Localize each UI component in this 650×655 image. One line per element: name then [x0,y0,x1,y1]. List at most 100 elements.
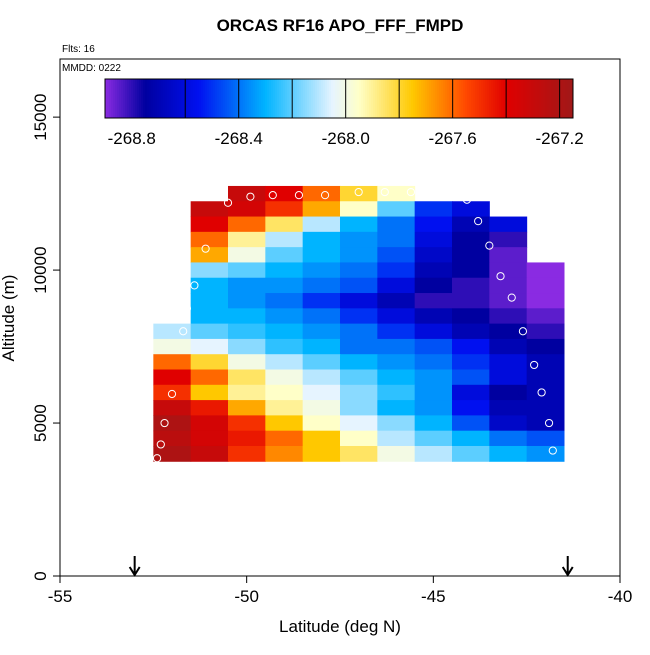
heat-cell [452,415,490,432]
heat-cell [489,338,528,355]
heat-cell [228,247,266,263]
y-tick-label: 10000 [31,246,50,293]
heat-cell [340,201,378,218]
colorbar-swatch [327,79,330,118]
colorbar-swatch [185,79,188,118]
sample-point [485,241,494,250]
heat-cell [489,415,528,432]
heat-cell [265,415,304,432]
sample-point [548,446,557,455]
colorbar-swatch [237,79,240,118]
x-tick-label: -55 [48,587,73,606]
colorbar-swatch [513,79,516,118]
colorbar-swatch [253,79,256,118]
heat-cell [340,338,378,355]
colorbar-swatch [531,79,534,118]
heat-cell [452,216,490,233]
colorbar-swatch [471,79,474,118]
heat-cell [414,415,453,432]
heat-cell [452,231,490,248]
heat-cell [153,323,192,340]
colorbar-swatch [257,79,260,118]
colorbar-swatch [515,79,518,118]
sample-point [354,187,363,197]
colorbar-swatch [547,79,550,118]
colorbar-swatch [351,79,354,118]
colorbar-swatch [501,79,504,118]
heat-cell [377,354,416,371]
heat-cell [228,231,266,248]
colorbar-swatch [193,79,196,118]
heat-cell [190,384,229,401]
heat-cell [489,430,528,447]
heat-cell [228,216,266,233]
colorbar-tick-label: -268.4 [215,129,263,148]
heat-cell [302,338,341,355]
y-axis-label: Altitude (m) [0,275,18,362]
colorbar-swatch [415,79,418,118]
x-axis-label: Latitude (deg N) [279,617,401,636]
heat-cell [489,400,528,416]
heat-cell [228,384,266,401]
colorbar-swatch [525,79,528,118]
colorbar-swatch [543,79,546,118]
colorbar-swatch [395,79,398,118]
heat-cell [265,216,304,233]
sample-point [518,327,528,336]
heat-cell [265,323,304,340]
colorbar-swatch [357,79,360,118]
colorbar-swatch [329,79,332,118]
heat-cell [414,384,453,401]
colorbar-swatch [519,79,522,118]
heat-cell [153,354,192,371]
heat-cell [190,354,229,371]
heat-cell [340,369,378,386]
colorbar-swatch [171,79,174,118]
colorbar-swatch [503,79,506,118]
heat-cell [265,308,304,325]
colorbar-swatch [181,79,184,118]
colorbar-swatch [131,79,134,118]
colorbar-swatch [365,79,368,118]
colorbar-swatch [159,79,162,118]
heat-cell [265,185,304,202]
colorbar-swatch [453,79,456,118]
colorbar-swatch [203,79,206,118]
heat-cell [153,384,192,401]
heat-cell [414,323,453,340]
colorbar-swatch [209,79,212,118]
heat-cell [153,369,192,386]
colorbar-swatch [137,79,140,118]
colorbar-swatch [135,79,138,118]
colorbar-swatch [461,79,464,118]
arrow [128,556,141,577]
colorbar-swatch [347,79,350,118]
colorbar-swatch [491,79,494,118]
heat-cell [526,354,565,371]
colorbar-swatch [479,79,482,118]
heat-cell [526,308,565,325]
colorbar-swatch [527,79,530,118]
heat-cell [526,323,565,340]
heat-cell [526,369,565,386]
colorbar-swatch [403,79,406,118]
colorbar-swatch [199,79,202,118]
colorbar-swatch [269,79,272,118]
heat-cell [340,384,378,401]
colorbar-swatch [449,79,452,118]
colorbar-swatch [559,79,562,118]
heat-cell [526,338,565,355]
heat-cell [190,216,229,233]
heat-cell [377,262,416,279]
colorbar-swatch [117,79,120,118]
colorbar-swatch [317,79,320,118]
heat-cell [414,338,453,355]
colorbar-swatch [223,79,226,118]
colorbar-tick-label: -267.2 [536,129,584,148]
colorbar-swatch [401,79,404,118]
colorbar-swatch [175,79,178,118]
colorbar-swatch [551,79,554,118]
colorbar-swatch [417,79,420,118]
colorbar-swatch [241,79,244,118]
